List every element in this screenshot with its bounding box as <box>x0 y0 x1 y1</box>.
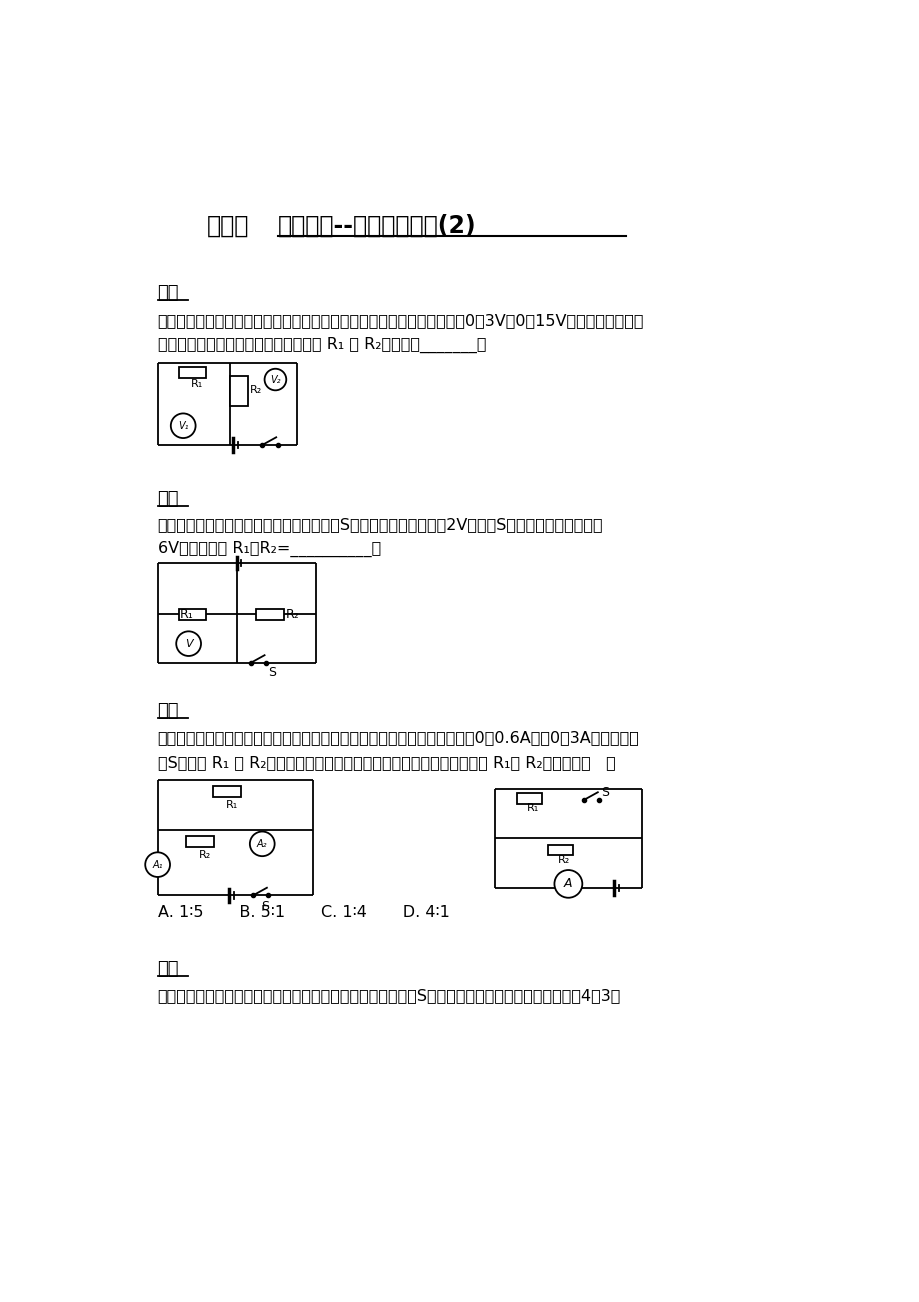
Text: S: S <box>260 900 268 913</box>
Text: 题三: 题三 <box>157 702 179 720</box>
Text: 题面：如图所示，电源电压保持不变，开关S断开时，电压表示数为2V；开关S闭合时，电压表示数为: 题面：如图所示，电源电压保持不变，开关S断开时，电压表示数为2V；开关S闭合时，… <box>157 517 603 531</box>
Text: 题面：在如图所示的电路中，电源两端的电压保持不变。开关S由闭合到断开，电流表的示数之比为4：3，: 题面：在如图所示的电路中，电源两端的电压保持不变。开关S由闭合到断开，电流表的示… <box>157 988 620 1003</box>
Text: 专题：: 专题： <box>206 214 248 237</box>
Text: V₁: V₁ <box>177 421 188 431</box>
Text: 题面：如图所示，电路中的两只电压表的规格完全相同，均有两个量程（0～3V，0～15V）。闭合开关，两: 题面：如图所示，电路中的两只电压表的规格完全相同，均有两个量程（0～3V，0～1… <box>157 312 643 328</box>
Circle shape <box>171 414 196 437</box>
Text: A: A <box>563 878 572 891</box>
Text: A₂: A₂ <box>256 838 267 849</box>
Bar <box>255 609 284 620</box>
Bar <box>186 836 214 846</box>
Bar <box>178 367 206 378</box>
Text: R₁: R₁ <box>191 379 203 389</box>
Text: R₁: R₁ <box>180 608 194 621</box>
Circle shape <box>554 870 582 898</box>
Text: 题一: 题一 <box>157 284 179 302</box>
Text: 题四: 题四 <box>157 960 179 978</box>
Text: R₂: R₂ <box>558 855 570 865</box>
Text: V₂: V₂ <box>270 375 280 384</box>
Text: R₁: R₁ <box>527 803 539 814</box>
Text: 6V，那么电阻 R₁：R₂=__________。: 6V，那么电阻 R₁：R₂=__________。 <box>157 540 380 557</box>
Text: R₁: R₁ <box>225 799 238 810</box>
Bar <box>231 376 247 406</box>
Text: 欧姆定律--比例计算问题(2): 欧姆定律--比例计算问题(2) <box>278 214 476 237</box>
Circle shape <box>250 832 275 857</box>
Text: V: V <box>185 639 192 648</box>
Text: A₁: A₁ <box>153 859 163 870</box>
Text: 只电压表的指针偏转角度相同，则电阻 R₁ 与 R₂的比值为_______。: 只电压表的指针偏转角度相同，则电阻 R₁ 与 R₂的比值为_______。 <box>157 337 485 353</box>
Text: S: S <box>600 786 608 798</box>
Text: 题二: 题二 <box>157 490 179 508</box>
Text: S: S <box>267 667 276 680</box>
Bar <box>178 609 206 620</box>
Circle shape <box>145 853 170 878</box>
Text: R₂: R₂ <box>199 850 210 859</box>
Circle shape <box>265 368 286 391</box>
Text: A. 1∶5       B. 5∶1       C. 1∶4       D. 4∶1: A. 1∶5 B. 5∶1 C. 1∶4 D. 4∶1 <box>157 905 449 921</box>
Text: 题面：在如图所示的电路中，两只电流表的规格相同，电流表有两个量程（0～0.6A以及0～3A）。闭合开: 题面：在如图所示的电路中，两只电流表的规格相同，电流表有两个量程（0～0.6A以… <box>157 730 639 745</box>
Text: 关S，电阻 R₁ 与 R₂均有电流流过，两只电流表的指针偏转角度相同，则 R₁与 R₂的比值为（   ）: 关S，电阻 R₁ 与 R₂均有电流流过，两只电流表的指针偏转角度相同，则 R₁与… <box>157 755 615 769</box>
Bar <box>548 845 573 855</box>
Text: R₂: R₂ <box>250 385 262 396</box>
Text: R₂: R₂ <box>285 608 299 621</box>
Circle shape <box>176 631 201 656</box>
Bar <box>516 793 541 803</box>
Bar <box>213 786 241 797</box>
